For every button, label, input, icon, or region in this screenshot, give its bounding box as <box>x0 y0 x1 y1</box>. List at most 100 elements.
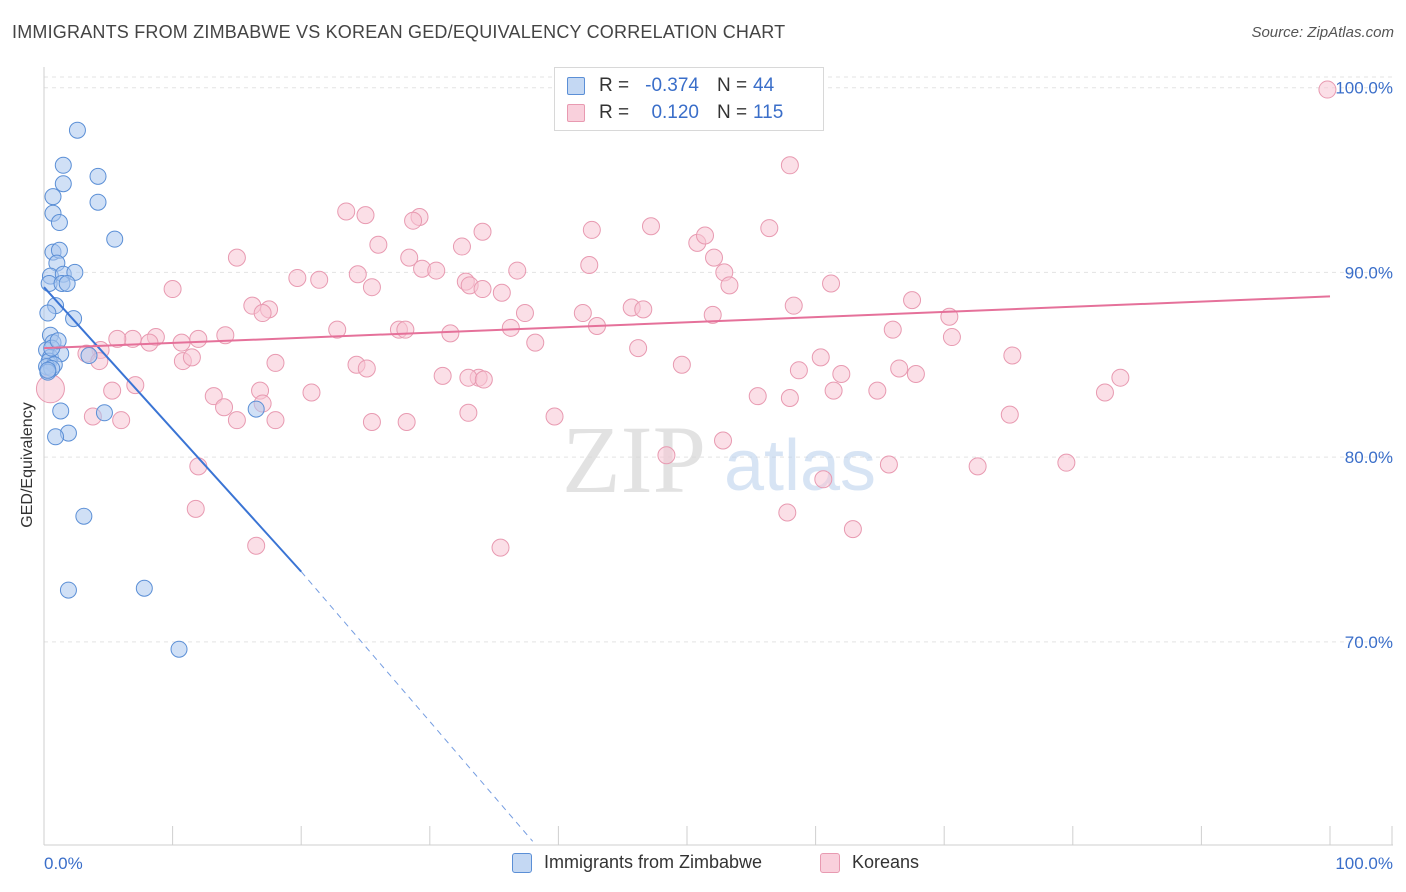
korean-point <box>492 283 511 302</box>
watermark: ZIP atlas <box>562 406 876 513</box>
korean-point <box>189 457 208 476</box>
korean-point <box>459 368 478 387</box>
korean-point <box>253 304 272 323</box>
korean-point <box>942 328 961 347</box>
korean-point <box>404 211 423 230</box>
zimbabwe-point <box>135 579 153 597</box>
korean-point <box>473 222 492 241</box>
korean-point <box>634 300 653 319</box>
zimbabwe-point <box>106 230 124 248</box>
korean-point <box>1318 80 1337 99</box>
axes <box>43 67 1393 846</box>
korean-point <box>397 413 416 432</box>
swatch-koreans <box>567 104 585 122</box>
korean-point <box>369 235 388 254</box>
korean-point <box>266 411 285 430</box>
korean-point <box>814 470 833 489</box>
korean-point <box>452 237 471 256</box>
zimbabwe-point <box>89 167 107 185</box>
korean-point <box>714 431 733 450</box>
zimbabwe-point <box>68 121 86 139</box>
zimbabwe-point <box>50 214 68 232</box>
zimbabwe-point <box>95 404 113 422</box>
n-value: 115 <box>753 102 784 123</box>
korean-point <box>968 457 987 476</box>
korean-point <box>126 376 145 395</box>
korean-point <box>703 305 722 324</box>
zimbabwe-point <box>44 188 62 206</box>
korean-point <box>526 333 545 352</box>
zimbabwe-point <box>80 347 98 365</box>
korean-point <box>657 446 676 465</box>
stats-row-zimbabwe: R = -0.374 N = 44 <box>567 73 774 99</box>
korean-point <box>906 365 925 383</box>
korean-point <box>705 248 724 267</box>
korean-point <box>204 387 223 406</box>
source-label[interactable]: Source: ZipAtlas.com <box>1251 24 1394 41</box>
legend-swatch-koreans <box>820 852 840 873</box>
r-label: R = <box>599 102 630 123</box>
koreans-points <box>35 78 1337 557</box>
korean-point <box>362 413 381 432</box>
x-tick-labels: 0.0% 100.0% <box>44 854 1393 873</box>
korean-point <box>310 270 329 289</box>
korean-point <box>672 355 691 374</box>
gridlines <box>44 76 1393 643</box>
korean-point <box>459 403 478 422</box>
legend-swatch-zimbabwe <box>512 852 532 873</box>
korean-point <box>103 381 122 400</box>
korean-point <box>1057 453 1076 472</box>
korean-point <box>474 370 493 389</box>
korean-point <box>501 318 520 337</box>
zimbabwe-point <box>75 507 93 525</box>
korean-point <box>227 248 246 267</box>
korean-point <box>843 520 862 539</box>
korean-point <box>400 248 419 267</box>
swatch-zimbabwe <box>567 77 585 95</box>
korean-point <box>227 411 246 430</box>
zimbabwe-point <box>39 304 57 322</box>
korean-point <box>778 503 797 522</box>
zimbabwe-point <box>54 175 72 193</box>
zimbabwe-point <box>247 400 265 418</box>
korean-point <box>328 320 347 339</box>
korean-point <box>883 320 902 339</box>
stats-legend: R = -0.374 N = 44 R = 0.120 N = 115 <box>554 67 824 131</box>
legend-label-zimbabwe: Immigrants from Zimbabwe <box>544 852 763 872</box>
legend-label-koreans: Koreans <box>852 852 920 872</box>
legend-item-koreans[interactable]: Koreans <box>820 852 919 873</box>
korean-point <box>182 348 201 367</box>
korean-point <box>784 296 803 315</box>
korean-point <box>890 359 909 378</box>
r-value: -0.374 <box>645 75 699 96</box>
korean-point <box>112 411 131 430</box>
korean-point <box>108 329 127 348</box>
x-tick-label-max: 100.0% <box>1335 854 1393 873</box>
korean-point <box>868 381 887 400</box>
korean-point <box>1095 383 1114 402</box>
r-label: R = <box>599 75 630 96</box>
zimbabwe-point <box>170 640 188 658</box>
korean-point <box>582 220 601 239</box>
chart-title: IMMIGRANTS FROM ZIMBABWE VS KOREAN GED/E… <box>12 22 786 42</box>
korean-point <box>216 326 235 345</box>
n-label: N = <box>717 75 748 96</box>
korean-point <box>189 329 208 348</box>
korean-point <box>427 261 446 280</box>
korean-point <box>362 278 381 297</box>
korean-point <box>811 348 830 367</box>
y-tick-label: 70.0% <box>1345 633 1393 652</box>
y-tick-label: 90.0% <box>1345 263 1393 282</box>
trend-lines <box>43 286 1331 842</box>
korean-point <box>903 291 922 310</box>
korean-point <box>789 361 808 380</box>
korean-point <box>357 359 376 378</box>
korean-point <box>720 276 739 295</box>
y-tick-labels: 70.0% 80.0% 90.0% 100.0% <box>1335 79 1393 652</box>
zimbabwe-point <box>54 156 72 174</box>
zimbabwe-point <box>39 361 57 379</box>
zimbabwe-point <box>59 581 77 599</box>
legend-item-zimbabwe[interactable]: Immigrants from Zimbabwe <box>512 852 762 873</box>
zimbabwe-point <box>52 402 70 420</box>
r-value: 0.120 <box>651 102 699 123</box>
